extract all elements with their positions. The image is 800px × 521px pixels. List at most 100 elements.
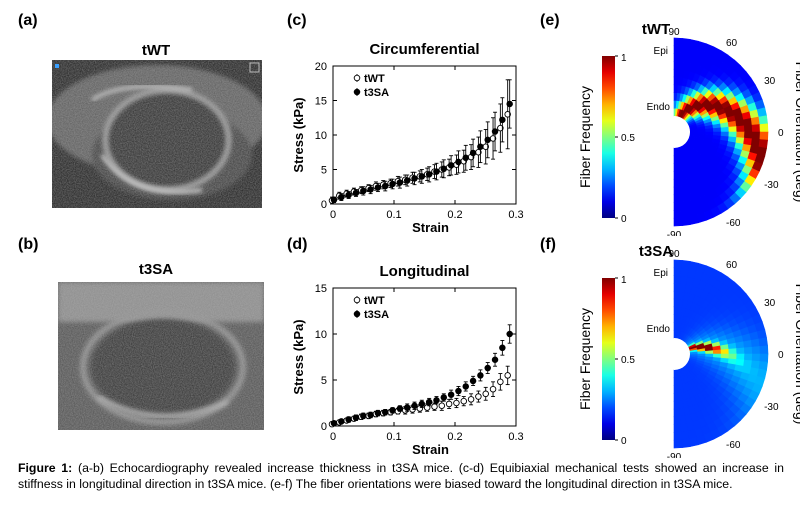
circ-point-t3sa — [367, 186, 374, 193]
long-point-t3sa — [477, 372, 484, 379]
long-point-t3sa — [462, 383, 470, 390]
circ-ytick-label: 15 — [315, 96, 327, 108]
echo-image-wt — [52, 60, 262, 208]
circ-xlabel: Strain — [412, 220, 449, 235]
long-legend-marker — [353, 310, 361, 318]
polar-sa-colorbar-tick-label: 0.5 — [621, 355, 635, 366]
figure-caption: Figure 1: (a-b) Echocardiography reveale… — [18, 461, 784, 492]
panel-e-label: (e) — [540, 12, 560, 29]
long-point-t3sa — [381, 408, 389, 416]
long-point-t3sa — [484, 364, 491, 372]
polar-plot-wt: tWT 1 0.5 0 Fiber Frequency 90 60 30 0 -30 -60 -90 E… — [577, 21, 800, 236]
circ-point-t3sa — [469, 149, 477, 157]
echo-title-sa: t3SA — [138, 261, 174, 278]
polar-wt-angle-label: -90 — [667, 230, 682, 236]
long-point-t3sa — [389, 407, 396, 414]
long-xtick-label: 0.2 — [447, 431, 462, 443]
circ-point-t3sa — [411, 175, 418, 182]
polar-sa-epi-label: Epi — [654, 268, 668, 279]
long-point-t3sa — [330, 419, 338, 427]
polar-wt-angle-label: -60 — [726, 218, 741, 229]
long-ytick-label: 5 — [321, 375, 327, 387]
circ-point-t3sa — [396, 179, 404, 186]
long-point-t3sa — [499, 344, 506, 352]
circ-ytick-label: 5 — [321, 165, 327, 177]
circ-point-twt — [504, 111, 511, 118]
circ-legend-label: t3SA — [364, 87, 389, 99]
long-xtick-label: 0 — [330, 431, 336, 443]
circ-xtick-label: 0 — [330, 209, 336, 221]
long-point-t3sa — [396, 405, 404, 412]
circ-point-t3sa — [360, 187, 367, 195]
polar-wt-angle-label: 30 — [764, 76, 776, 87]
polar-wt-colorbar-tick-label: 1 — [621, 53, 627, 64]
polar-wt-heatmap — [673, 37, 769, 227]
panel-f-label: (f) — [540, 236, 556, 253]
circ-ytick-label: 0 — [321, 199, 327, 211]
circ-ytick-label: 20 — [315, 61, 327, 73]
circ-ytick-label: 10 — [315, 130, 327, 142]
long-point-twt — [504, 372, 511, 379]
panel-b-label: (b) — [18, 236, 39, 253]
long-point-t3sa — [338, 418, 345, 425]
long-point-t3sa — [411, 402, 418, 410]
circ-title: Circumferential — [369, 41, 479, 58]
circ-point-t3sa — [418, 173, 426, 180]
circ-point-t3sa — [330, 196, 338, 204]
polar-wt-angle-label: 0 — [778, 128, 784, 139]
polar-sa-inner-hole — [674, 338, 690, 370]
polar-wt-colorbar-tick-label: 0 — [621, 214, 627, 225]
polar-sa-title: t3SA — [639, 243, 673, 260]
polar-wt-colorbar — [602, 56, 615, 218]
caption-heading: Figure 1: — [18, 461, 73, 475]
circ-point-t3sa — [440, 165, 448, 173]
polar-sa-colorbar-label: Fiber Frequency — [577, 308, 593, 410]
long-legend-label: t3SA — [364, 309, 389, 321]
long-point-twt — [489, 385, 497, 393]
circ-point-t3sa — [455, 158, 462, 166]
circ-xtick-label: 0.1 — [386, 209, 401, 221]
long-point-t3sa — [367, 411, 374, 419]
long-legend-marker — [353, 296, 361, 304]
circ-point-t3sa — [352, 189, 360, 197]
long-point-t3sa — [440, 394, 448, 401]
polar-sa-endo-label: Endo — [647, 324, 671, 335]
panel-a-label: (a) — [18, 12, 38, 29]
long-point-twt — [482, 390, 489, 398]
long-ytick-label: 10 — [315, 329, 327, 341]
chart-longitudinal: Longitudinal 0 5 10 15 0 0.1 0.2 0.3 Strain Stress… — [291, 263, 524, 457]
caption-text: (a-b) Echocardiography revealed increase… — [18, 461, 784, 491]
circ-point-t3sa — [506, 100, 513, 108]
polar-sa-colorbar — [602, 278, 615, 440]
long-point-t3sa — [491, 356, 499, 364]
long-point-twt — [445, 400, 453, 408]
echo-image-sa — [58, 282, 264, 430]
polar-sa-angle-label: -60 — [726, 440, 741, 451]
circ-point-t3sa — [345, 191, 352, 199]
circ-point-t3sa — [403, 177, 411, 184]
chart-circumferential: Circumferential 0 5 10 15 20 0 0.1 0.2 0.3 Strain S… — [291, 41, 524, 235]
circ-point-t3sa — [484, 136, 491, 144]
long-title: Longitudinal — [380, 263, 470, 280]
panel-c-label: (c) — [287, 12, 307, 29]
long-point-twt — [453, 399, 460, 407]
long-point-t3sa — [425, 398, 433, 406]
long-point-t3sa — [447, 391, 455, 398]
long-point-twt — [438, 402, 446, 410]
circ-legend-marker — [353, 88, 361, 96]
polar-sa-angle-label: 90 — [668, 249, 680, 260]
circ-point-t3sa — [338, 193, 345, 201]
long-ylabel: Stress (kPa) — [291, 319, 306, 394]
circ-point-t3sa — [389, 180, 396, 188]
polar-sa-angle-label: 30 — [764, 298, 776, 309]
circ-plot-frame — [332, 65, 517, 205]
polar-sa-angle-label: -90 — [667, 452, 682, 458]
long-xlabel: Strain — [412, 442, 449, 457]
long-point-t3sa — [374, 409, 382, 417]
long-ytick-label: 15 — [315, 283, 327, 295]
long-point-twt — [497, 378, 504, 386]
polar-sa-colorbar-tick-label: 1 — [621, 275, 627, 286]
long-xtick-label: 0.1 — [386, 431, 401, 443]
circ-point-t3sa — [491, 128, 499, 135]
polar-sa-angle-axis-label: Fiber Orientation (deg) — [793, 284, 800, 425]
